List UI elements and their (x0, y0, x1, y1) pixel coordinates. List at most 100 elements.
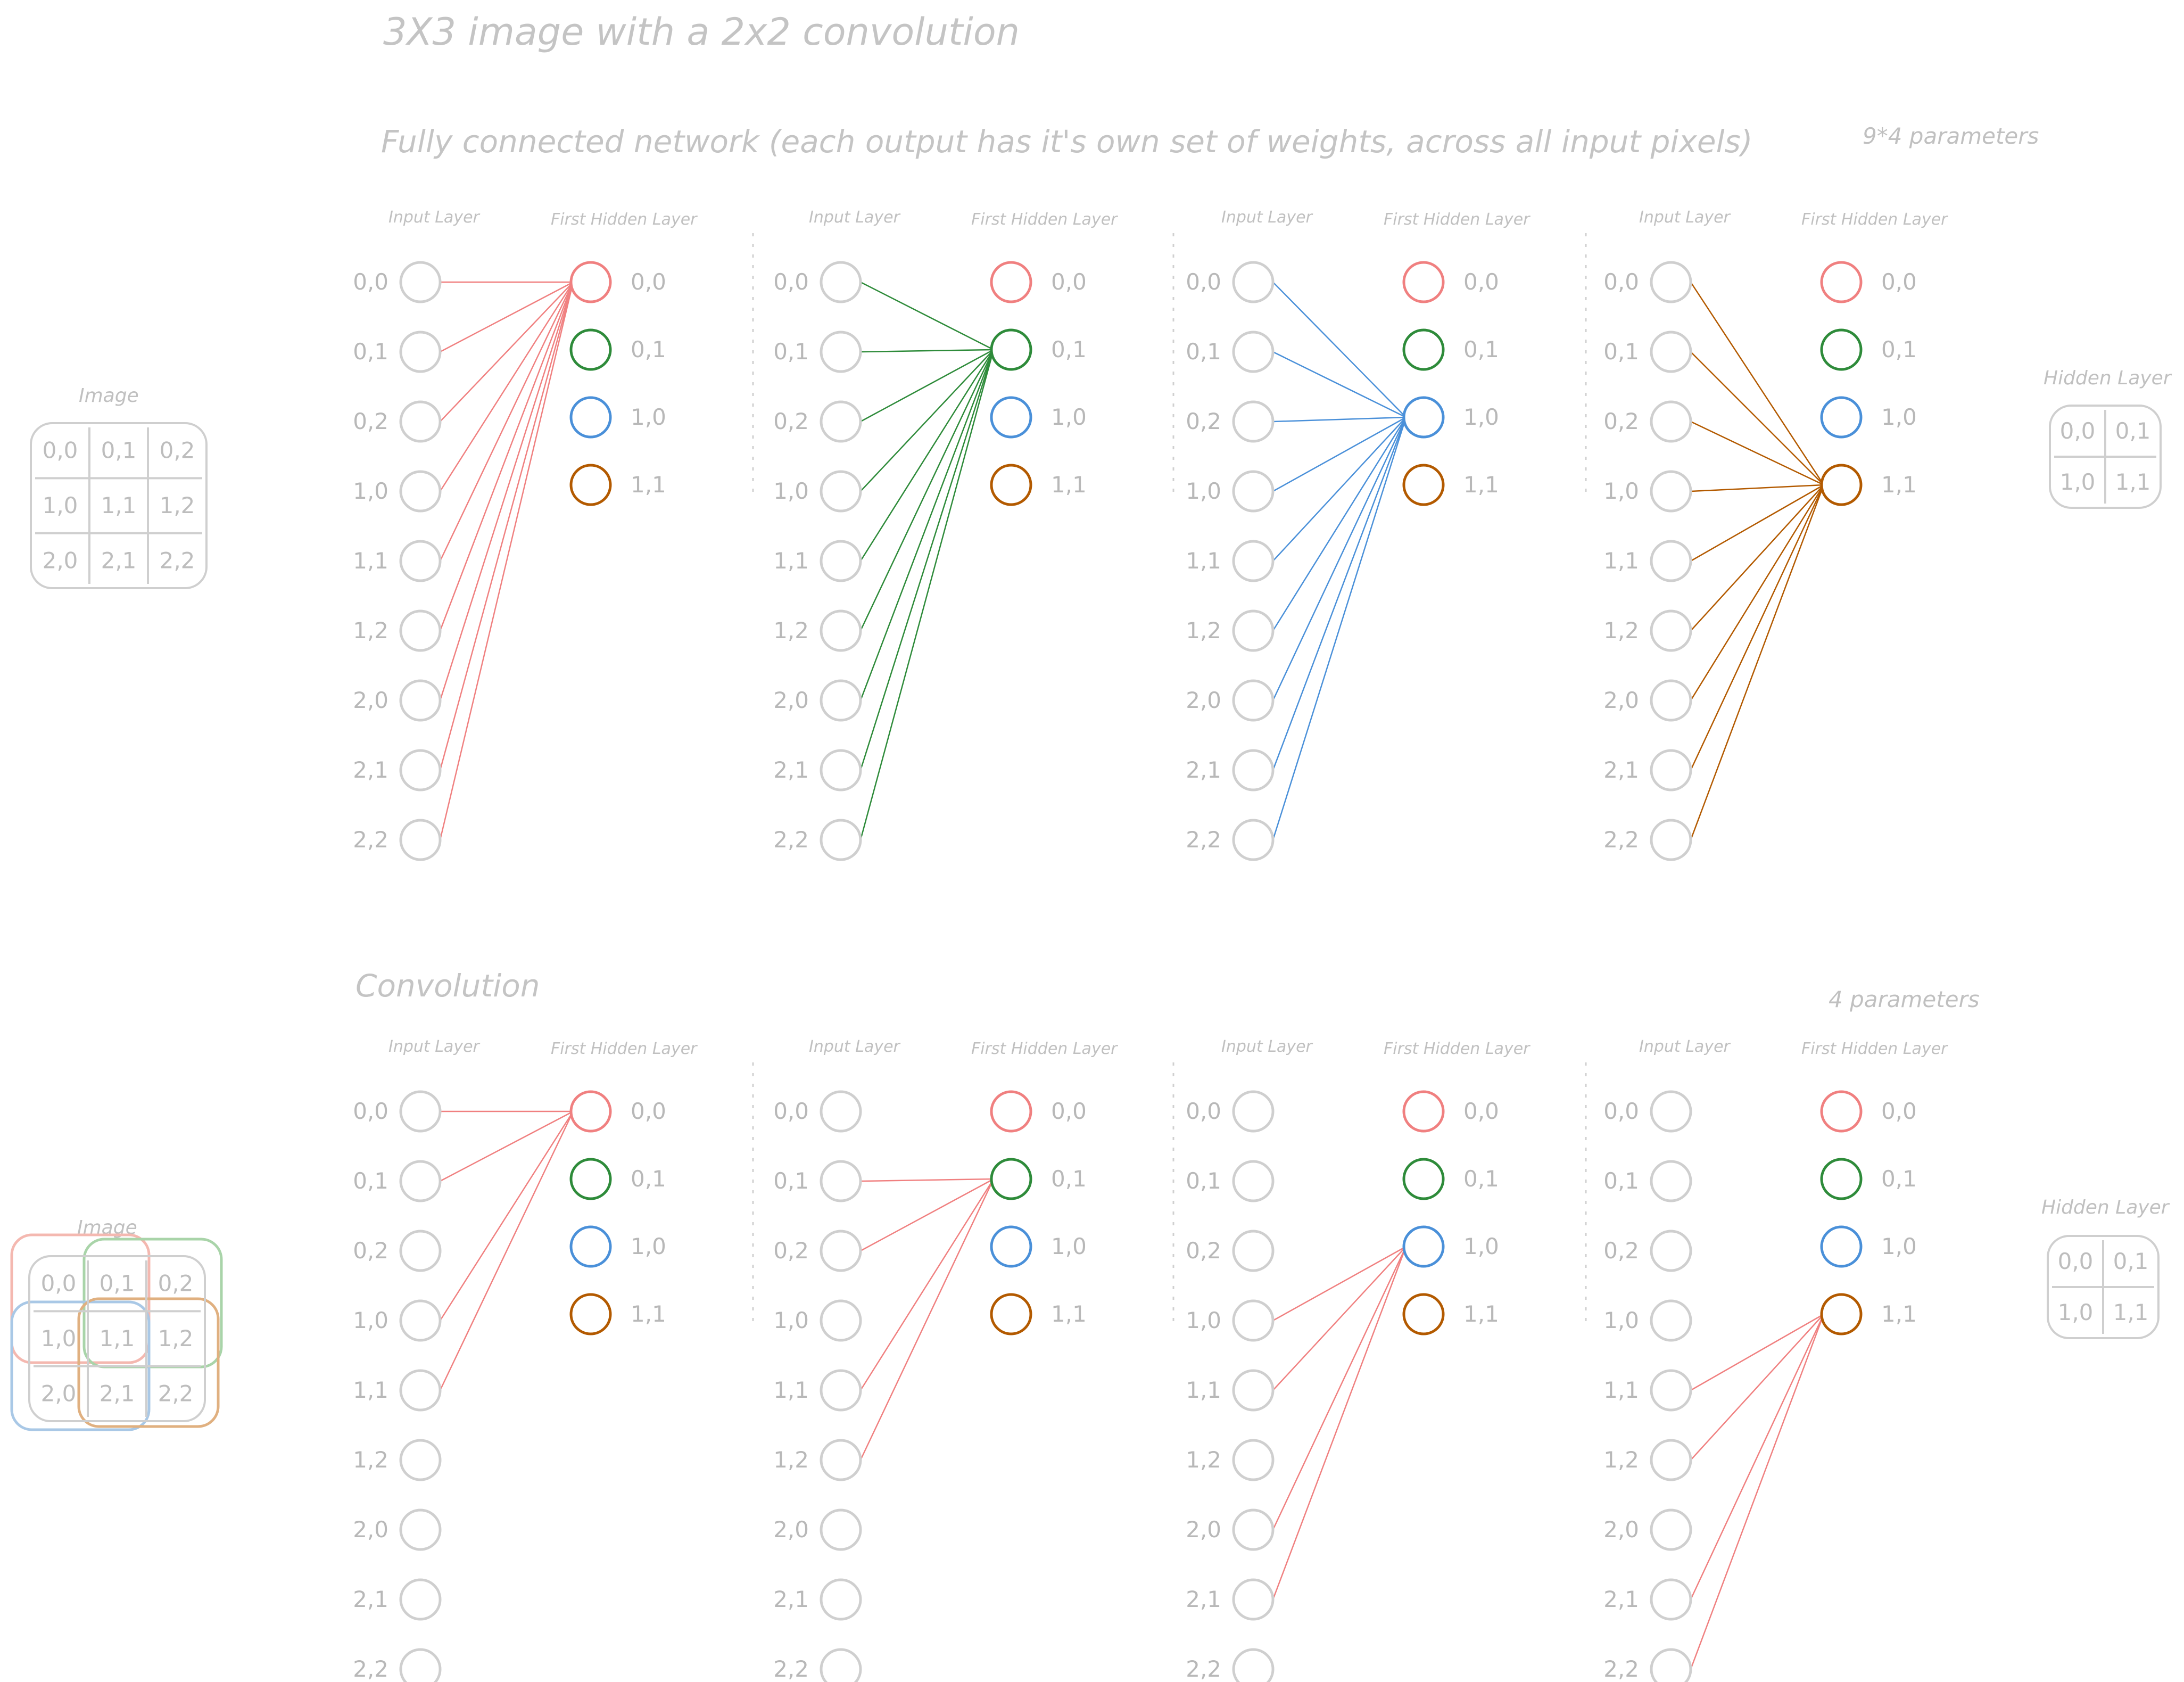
conv-edge-2-from-5 (859, 1178, 995, 1461)
fc-input-node-4 (1232, 540, 1275, 582)
conv-input-node-1 (1232, 1160, 1275, 1202)
fc-input-label-4: 1,1 (1603, 548, 1639, 574)
conv-input-label-3: 1,0 (773, 1307, 809, 1333)
fc-hidden-layer-header: First Hidden Layer (1384, 210, 1531, 229)
fc-hidden-label-1: 0,1 (1881, 336, 1917, 362)
fc-edge-3-from-3 (1272, 416, 1407, 492)
conv-hidden-label-2: 1,0 (1051, 1233, 1087, 1259)
fc-input-label-0: 0,0 (1186, 269, 1221, 295)
fc-input-node-3 (1650, 470, 1692, 513)
fc-hidden-label-1: 0,1 (631, 336, 666, 362)
conv-input-node-3 (1232, 1299, 1275, 1342)
fc-hidden-node-0 (1820, 261, 1863, 303)
fc-edge-3-from-8 (1272, 417, 1407, 840)
fc-edge-2-from-6 (859, 349, 995, 701)
fc-input-node-2 (1650, 400, 1692, 443)
conv-input-label-5: 1,2 (773, 1447, 809, 1473)
conv-hidden-label-0: 0,0 (631, 1098, 666, 1124)
fc-input-node-5 (820, 609, 862, 652)
conv-input-layer-header: Input Layer (1639, 1037, 1731, 1056)
fc-input-label-5: 1,2 (1603, 617, 1639, 644)
conv-input-node-7 (1650, 1578, 1692, 1621)
fc-hidden-label-2: 1,0 (631, 404, 666, 430)
conv-input-node-7 (399, 1578, 442, 1621)
fc-hidden-label-2: 1,0 (1051, 404, 1087, 430)
conv-hidden-label-3: 1,1 (1463, 1301, 1499, 1327)
fc-input-label-7: 2,1 (1603, 757, 1639, 783)
fc-hidden-label-3: 1,1 (631, 472, 666, 498)
image-grid-top-cell: 2,0 (43, 547, 78, 573)
hidden-grid-bottom-cell: 1,0 (2058, 1299, 2094, 1325)
fc-edge-1-from-7 (439, 282, 574, 771)
fc-input-node-2 (1232, 400, 1275, 443)
conv-input-label-0: 0,0 (1186, 1098, 1221, 1124)
conv-hidden-label-1: 0,1 (1463, 1166, 1499, 1192)
fc-input-label-4: 1,1 (353, 548, 388, 574)
conv-input-node-4 (399, 1369, 442, 1412)
conv-network-3: Input Layer First Hidden Layer 0,0 0,1 0,2 1,… (1186, 1037, 1587, 1682)
conv-edge-3-from-4 (1272, 1246, 1407, 1391)
conv-input-node-3 (399, 1299, 442, 1342)
fc-input-node-1 (1232, 331, 1275, 373)
fc-edge-4-from-6 (1690, 484, 1825, 701)
fc-input-label-8: 2,2 (1603, 827, 1639, 853)
conv-input-label-0: 0,0 (353, 1098, 388, 1124)
fc-hidden-label-0: 0,0 (1463, 269, 1499, 295)
fc-input-node-3 (820, 470, 862, 513)
fc-hidden-label-0: 0,0 (1051, 269, 1087, 295)
fc-input-node-2 (820, 400, 862, 443)
conv-hidden-node-1 (1820, 1158, 1863, 1200)
image-grid-top-cell: 1,0 (43, 492, 78, 518)
fc-input-label-0: 0,0 (1603, 269, 1639, 295)
conv-input-layer-header: Input Layer (809, 1037, 901, 1056)
conv-input-node-5 (1232, 1439, 1275, 1481)
fc-hidden-node-0 (990, 261, 1032, 303)
fc-input-label-4: 1,1 (1186, 548, 1221, 574)
fc-input-label-6: 2,0 (1603, 687, 1639, 713)
hidden-grid-top-cell: 1,0 (2060, 469, 2096, 495)
fc-input-layer-header: Input Layer (809, 208, 901, 227)
fc-hidden-label-3: 1,1 (1881, 472, 1917, 498)
conv-input-label-2: 0,2 (773, 1238, 809, 1264)
fc-input-node-6 (1650, 679, 1692, 722)
fc-hidden-node-3 (990, 464, 1032, 506)
fc-input-node-5 (399, 609, 442, 652)
fc-input-label-6: 2,0 (1186, 687, 1221, 713)
conv-input-node-7 (1232, 1578, 1275, 1621)
fc-input-label-3: 1,0 (1603, 478, 1639, 504)
fc-input-node-7 (1232, 749, 1275, 791)
fc-edge-2-from-1 (860, 349, 994, 353)
fc-input-node-0 (1232, 261, 1275, 303)
conv-hidden-layer-header: First Hidden Layer (1384, 1040, 1531, 1058)
hidden-grid-top-title: Hidden Layer (2044, 367, 2172, 389)
fc-hidden-label-2: 1,0 (1881, 404, 1917, 430)
fc-input-node-2 (399, 400, 442, 443)
image-grid-top-title: Image (79, 385, 139, 407)
grids: Image 0,0 0,1 0,2 1,0 1,1 1,2 2,0 2,1 2,2 Hidden L… (10, 367, 2172, 1431)
conv-edge-2-from-1 (860, 1178, 994, 1182)
hidden-grid-top-cell: 1,1 (2115, 469, 2151, 495)
image-grid-top-frame (30, 422, 208, 589)
conv-edge-4-from-8 (1690, 1314, 1825, 1670)
fc-input-label-1: 0,1 (773, 339, 809, 365)
conv-hidden-label-3: 1,1 (1881, 1301, 1917, 1327)
fc-input-node-6 (1232, 679, 1275, 722)
conv-edge-4-from-5 (1690, 1314, 1824, 1461)
image-grid-bottom-cell: 1,0 (41, 1325, 77, 1351)
fc-edge-1-from-5 (439, 282, 574, 631)
fc-input-node-8 (1650, 819, 1692, 861)
fc-input-label-1: 0,1 (1603, 339, 1639, 365)
fc-edge-2-from-4 (859, 349, 995, 562)
conv-input-label-2: 0,2 (1186, 1238, 1221, 1264)
image-grid-top-cell: 1,1 (101, 492, 137, 518)
conv-input-node-4 (1650, 1369, 1692, 1412)
conv-network-2: Input Layer First Hidden Layer 0,0 0,1 0,2 1,… (773, 1037, 1174, 1682)
fc-network-1: Input Layer First Hidden Layer 0,0 0,1 0,2 1,… (353, 208, 754, 861)
conv-input-node-5 (820, 1439, 862, 1481)
fc-edge-1-from-2 (440, 282, 574, 422)
fc-hidden-node-3 (1820, 464, 1863, 506)
fc-hidden-label-3: 1,1 (1463, 472, 1499, 498)
image-grid-bottom-cell: 0,1 (100, 1271, 135, 1297)
conv-input-label-2: 0,2 (1603, 1238, 1639, 1264)
